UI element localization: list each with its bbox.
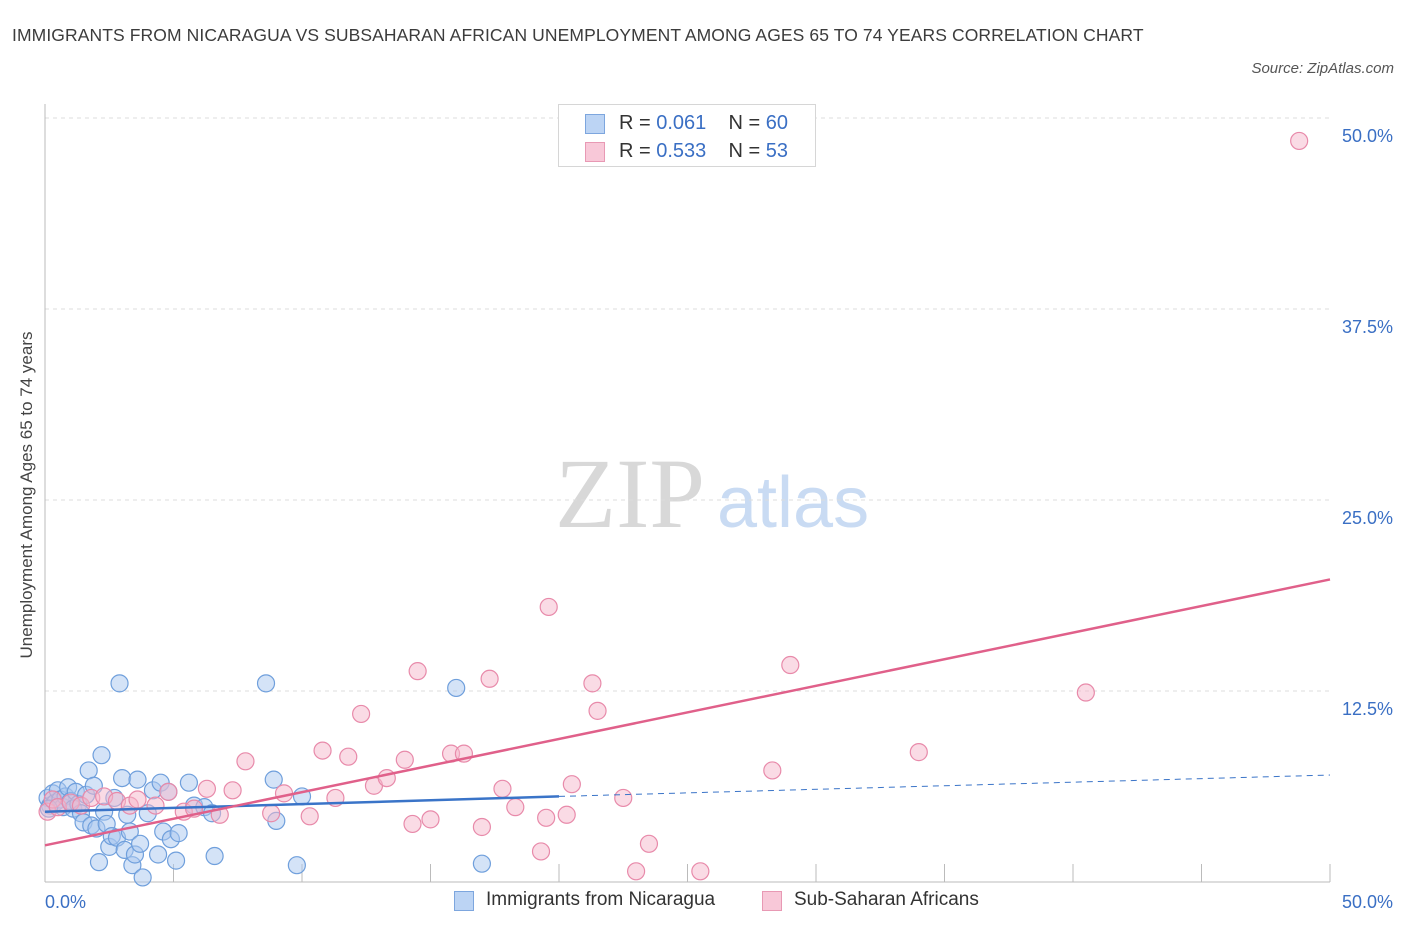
n-label: N =	[728, 112, 766, 134]
nicaragua-point-53	[264, 770, 283, 789]
nicaragua-point-29	[112, 768, 132, 788]
legend-label-subsaharan: Sub-Saharan Africans	[794, 889, 979, 910]
n-label: N =	[728, 140, 766, 162]
nicaragua-point-36	[130, 834, 150, 853]
r-value-nicaragua: 0.061	[656, 112, 707, 134]
nicaragua-point-46	[169, 824, 188, 843]
subsaharan-point-44	[614, 788, 633, 808]
nicaragua-point-45	[166, 851, 186, 870]
stats-legend: R = 0.061 N = 60 R = 0.533 N = 53	[558, 104, 816, 167]
x-tick-label-0: 0.0%	[45, 892, 86, 912]
n-value-nicaragua: 60	[765, 112, 789, 134]
subsaharan-point-40	[557, 805, 576, 824]
y-tick-label-2: 37.5%	[1342, 317, 1393, 337]
trend-lines	[44, 578, 1331, 847]
r-label: R =	[619, 112, 657, 134]
subsaharan-point-42	[583, 674, 602, 693]
y-tick-label-3: 50.0%	[1342, 126, 1393, 146]
trend-line-nicaragua-projection	[558, 774, 1331, 797]
grid	[45, 117, 1330, 692]
y-tick-label-0: 12.5%	[1342, 699, 1393, 719]
x-tick-label-1: 50.0%	[1342, 892, 1393, 912]
subsaharan-point-47	[691, 862, 710, 881]
subsaharan-point-51	[1076, 683, 1095, 702]
subsaharan-point-24	[352, 704, 371, 724]
nicaragua-point-57	[447, 678, 466, 698]
subsaharan-point-9	[128, 790, 147, 809]
subsaharan-point-17	[236, 752, 255, 771]
subsaharan-point-49	[781, 655, 800, 675]
subsaharan-point-41	[562, 775, 581, 794]
watermark-atlas: atlas	[717, 463, 869, 543]
nicaragua-point-21	[92, 746, 111, 765]
subsaharan-point-11	[159, 782, 178, 801]
subsaharan-point-50	[909, 743, 928, 762]
r-value-subsaharan: 0.533	[656, 140, 707, 162]
subsaharan-point-23	[339, 747, 358, 766]
n-value-subsaharan: 53	[765, 140, 789, 162]
tick-labels: 12.5% 25.0% 37.5% 50.0% 0.0% 50.0%	[45, 126, 1393, 912]
nicaragua-point-52	[256, 674, 276, 693]
r-label: R =	[619, 140, 657, 162]
nicaragua-point-20	[89, 853, 109, 872]
watermark-zip: ZIP	[555, 438, 705, 549]
nicaragua-point-51	[205, 846, 224, 866]
subsaharan-point-18	[262, 804, 281, 823]
subsaharan-point-30	[421, 810, 440, 829]
swatch-pink	[585, 142, 605, 162]
subsaharan-point-29	[408, 662, 427, 681]
subsaharan-point-27	[395, 750, 414, 769]
subsaharan-point-48	[763, 761, 782, 780]
nicaragua-point-35	[128, 770, 147, 789]
chart-title: IMMIGRANTS FROM NICARAGUA VS SUBSAHARAN …	[12, 25, 1144, 45]
subsaharan-point-34	[480, 669, 499, 688]
subsaharan-point-39	[539, 597, 558, 617]
nicaragua-point-47	[179, 773, 199, 792]
nicaragua-point-58	[472, 854, 491, 873]
subsaharan-point-37	[531, 842, 551, 861]
swatch-blue	[585, 114, 605, 134]
subsaharan-point-52	[1290, 131, 1309, 151]
legend-swatch-blue	[454, 891, 474, 911]
subsaharan-point-35	[493, 779, 512, 798]
subsaharan-point-36	[506, 798, 525, 817]
nicaragua-point-37	[133, 868, 152, 887]
watermark: ZIP atlas	[555, 438, 869, 549]
subsaharan-point-45	[626, 862, 646, 881]
nicaragua-point-55	[287, 856, 306, 875]
axes	[44, 104, 1331, 883]
subsaharan-point-14	[197, 779, 217, 798]
nicaragua-point-16	[79, 761, 98, 780]
source-label: Source: ZipAtlas.com	[1251, 60, 1394, 77]
subsaharan-point-21	[313, 741, 332, 760]
legend-swatch-pink	[762, 891, 782, 911]
nicaragua-point-28	[110, 674, 129, 693]
trend-line-subsaharan	[44, 578, 1331, 847]
subsaharan-point-43	[588, 701, 607, 720]
trend-line-nicaragua	[44, 795, 560, 813]
series-subsaharan	[38, 131, 1309, 881]
series-nicaragua	[38, 674, 491, 887]
y-tick-label-1: 25.0%	[1342, 508, 1393, 528]
subsaharan-point-38	[537, 808, 556, 827]
subsaharan-point-46	[639, 834, 659, 853]
legend-label-nicaragua: Immigrants from Nicaragua	[486, 889, 716, 910]
subsaharan-point-20	[300, 807, 319, 826]
subsaharan-point-16	[223, 781, 242, 800]
subsaharan-point-10	[146, 796, 165, 815]
subsaharan-point-28	[403, 814, 422, 834]
subsaharan-point-33	[472, 817, 491, 837]
nicaragua-point-40	[148, 845, 168, 864]
